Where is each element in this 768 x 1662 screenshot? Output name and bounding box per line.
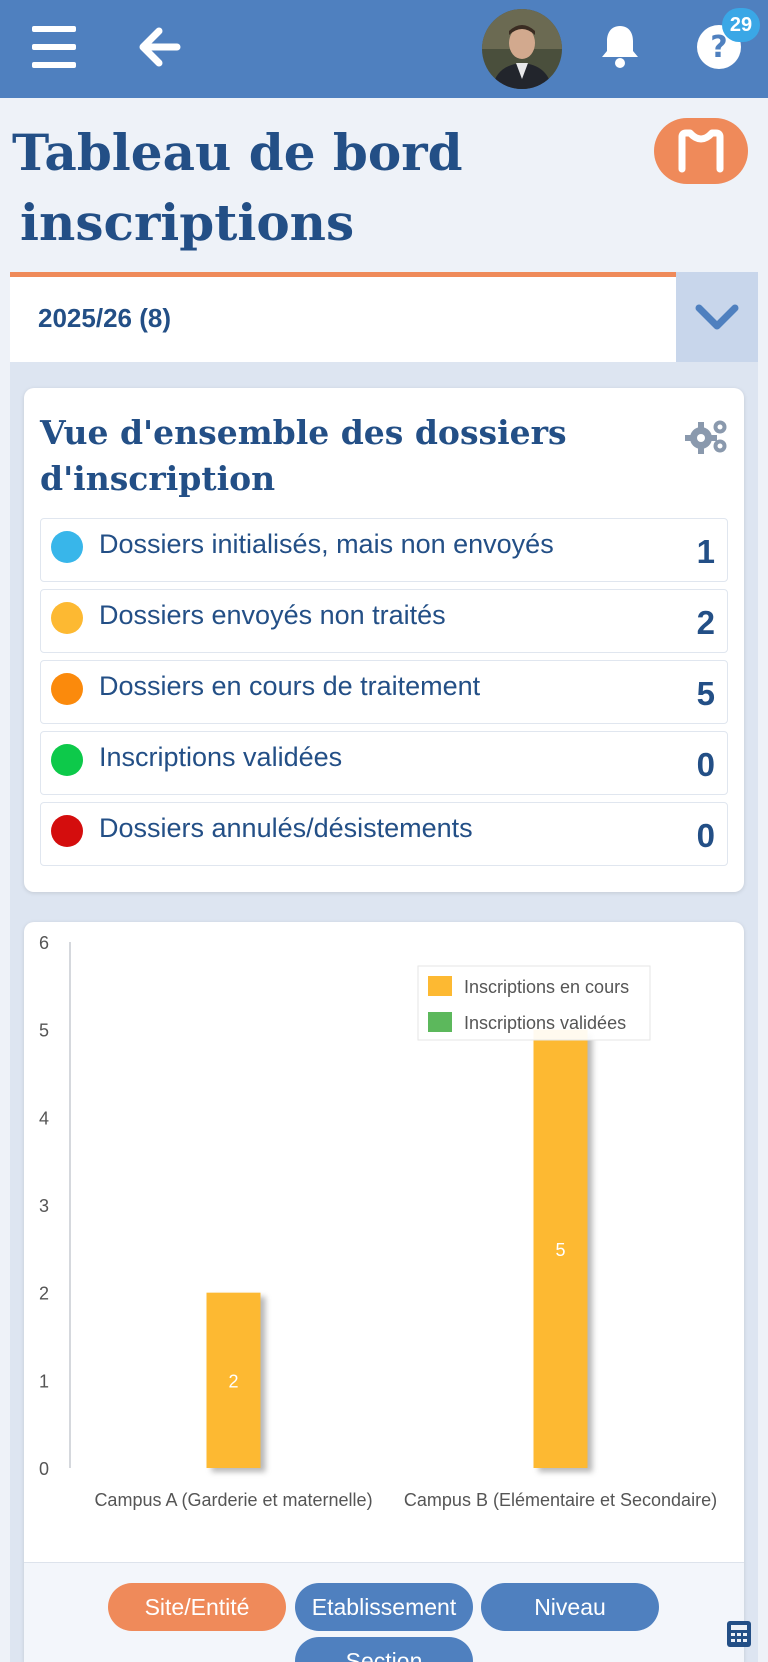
status-count: 5 bbox=[696, 675, 715, 712]
status-label: Dossiers envoyés non traités bbox=[99, 600, 446, 630]
x-tick-label: Campus B (Elémentaire et Secondaire) bbox=[404, 1490, 717, 1510]
gears-icon[interactable] bbox=[684, 416, 730, 456]
status-label: Dossiers initialisés, mais non envoyés bbox=[99, 529, 554, 559]
svg-text:?: ? bbox=[710, 30, 727, 65]
bar-data-label: 5 bbox=[555, 1240, 565, 1260]
hamburger-icon[interactable] bbox=[28, 22, 80, 72]
avatar[interactable] bbox=[482, 9, 562, 89]
legend-swatch bbox=[428, 1012, 452, 1032]
y-tick-label: 3 bbox=[39, 1196, 49, 1216]
status-dot bbox=[51, 673, 83, 705]
status-dot bbox=[51, 531, 83, 563]
status-count: 0 bbox=[696, 746, 715, 783]
filter-section-button[interactable]: Section bbox=[295, 1637, 473, 1662]
status-dot bbox=[51, 744, 83, 776]
status-count: 1 bbox=[696, 533, 715, 570]
page-title-line2: inscriptions bbox=[20, 193, 355, 252]
status-row-validated[interactable]: Inscriptions validées 0 bbox=[40, 731, 728, 795]
status-count: 0 bbox=[696, 817, 715, 854]
y-tick-label: 4 bbox=[39, 1108, 49, 1128]
brand-logo[interactable] bbox=[654, 118, 748, 184]
chart-card: 0 1 2 3 4 5 6 2 Campus A (Garderie et maternelle… bbox=[24, 922, 744, 1662]
calculator-icon[interactable] bbox=[726, 1620, 754, 1650]
status-label: Dossiers annulés/désistements bbox=[99, 813, 473, 843]
filter-site-button[interactable]: Site/Entité bbox=[108, 1583, 286, 1631]
bar-chart: 0 1 2 3 4 5 6 2 Campus A (Garderie et maternelle… bbox=[39, 933, 717, 1510]
y-tick-label: 1 bbox=[39, 1371, 49, 1391]
status-row-sent[interactable]: Dossiers envoyés non traités 2 bbox=[40, 589, 728, 653]
chevron-down-icon[interactable] bbox=[676, 272, 758, 362]
year-dropdown[interactable]: 2025/26 (8) bbox=[10, 272, 758, 362]
legend-label: Inscriptions en cours bbox=[464, 977, 629, 997]
bar bbox=[533, 1029, 588, 1468]
year-value: 2025/26 (8) bbox=[38, 303, 171, 333]
x-tick-label: Campus A (Garderie et maternelle) bbox=[94, 1490, 372, 1510]
page-title-line1: Tableau de bord bbox=[12, 123, 463, 182]
y-tick-label: 0 bbox=[39, 1459, 49, 1479]
bell-icon[interactable] bbox=[596, 20, 644, 72]
status-row-cancelled[interactable]: Dossiers annulés/désistements 0 bbox=[40, 802, 728, 866]
y-tick-label: 6 bbox=[39, 933, 49, 953]
filter-niveau-button[interactable]: Niveau bbox=[481, 1583, 659, 1631]
legend-box bbox=[417, 965, 651, 1041]
arrow-left-icon[interactable] bbox=[134, 24, 184, 70]
bar bbox=[206, 1292, 261, 1468]
bar-data-label: 2 bbox=[228, 1371, 238, 1391]
overview-card: Vue d'ensemble des dossiers d'inscriptio… bbox=[24, 388, 744, 892]
filter-etablissement-button[interactable]: Etablissement bbox=[295, 1583, 473, 1631]
top-bar bbox=[0, 0, 768, 98]
status-label: Inscriptions validées bbox=[99, 742, 343, 772]
overview-title: Vue d'ensemble des dossiers d'inscriptio… bbox=[40, 413, 567, 498]
y-tick-label: 5 bbox=[39, 1021, 49, 1041]
notification-badge: 29 bbox=[722, 8, 760, 42]
status-row-in-progress[interactable]: Dossiers en cours de traitement 5 bbox=[40, 660, 728, 724]
status-dot bbox=[51, 815, 83, 847]
status-label: Dossiers en cours de traitement bbox=[99, 671, 481, 701]
y-tick-label: 2 bbox=[39, 1284, 49, 1304]
legend-label: Inscriptions validées bbox=[464, 1013, 626, 1033]
status-count: 2 bbox=[696, 604, 715, 641]
status-dot bbox=[51, 602, 83, 634]
legend-swatch bbox=[428, 976, 452, 996]
status-row-initialized[interactable]: Dossiers initialisés, mais non envoyés 1 bbox=[40, 518, 728, 582]
page-title: Tableau de bord inscriptions bbox=[12, 118, 572, 258]
filter-bar: Site/Entité Etablissement Niveau Section bbox=[24, 1562, 744, 1662]
